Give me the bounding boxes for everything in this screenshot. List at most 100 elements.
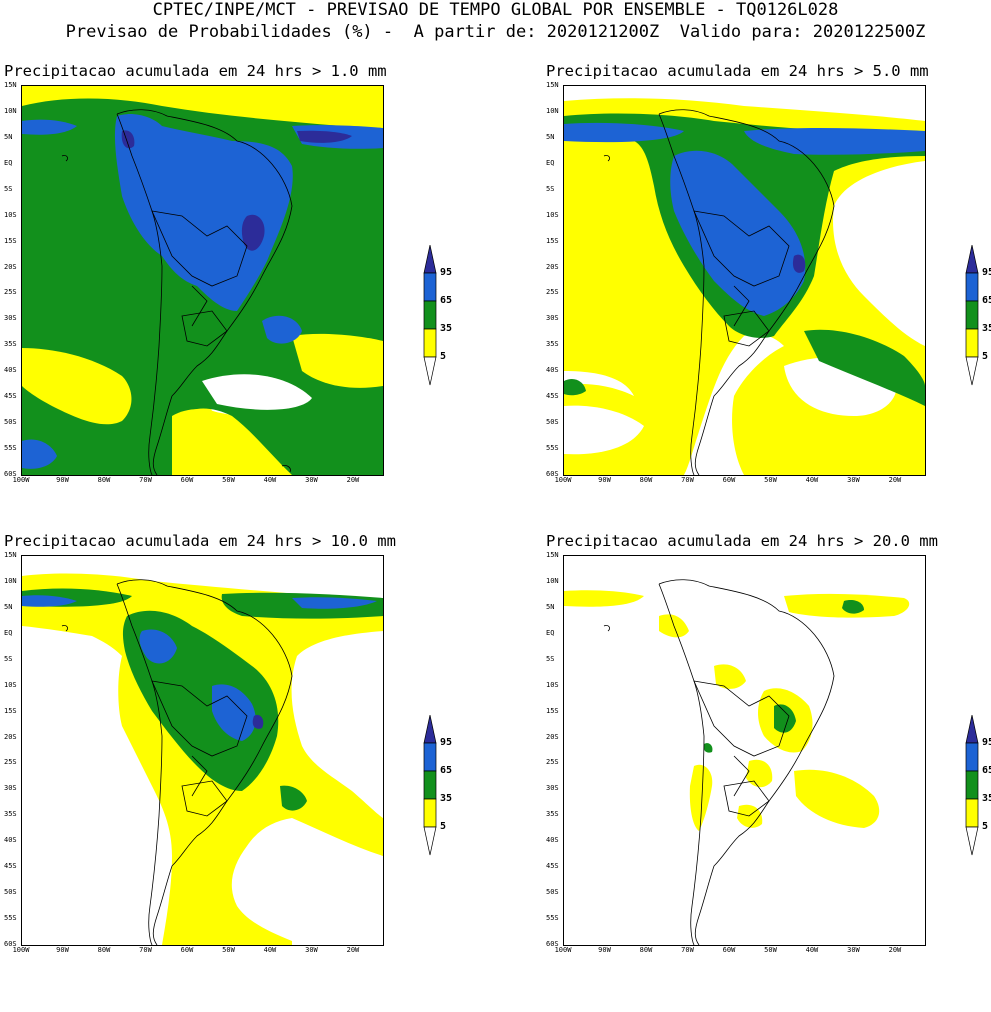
legend-swatch-mid bbox=[423, 770, 437, 800]
lon-tick-label: 60W bbox=[180, 946, 194, 954]
lat-tick-label: 50S bbox=[546, 888, 559, 897]
lat-tick-label: 10S bbox=[546, 210, 559, 219]
legend-swatch-mid bbox=[965, 300, 979, 330]
lon-tick-label: 30W bbox=[847, 946, 860, 954]
lat-tick-label: 5S bbox=[546, 184, 555, 193]
probability-fields bbox=[564, 86, 925, 475]
map-panel-10mm: Precipitacao acumulada em 24 hrs > 10.0 … bbox=[4, 532, 474, 1012]
lat-tick-label: 15S bbox=[546, 236, 559, 245]
legend-triangle-bottom bbox=[965, 826, 979, 856]
legend-label: 35 bbox=[982, 793, 991, 804]
lat-tick-label: 10N bbox=[4, 576, 17, 585]
legend-label: 5 bbox=[440, 351, 447, 362]
map-graphic bbox=[564, 556, 925, 945]
coastlines bbox=[603, 109, 835, 475]
lon-tick-label: 80W bbox=[639, 946, 653, 954]
lat-tick-label: 50S bbox=[4, 888, 17, 897]
lon-tick-label: 100W bbox=[554, 946, 572, 954]
legend-swatch-low bbox=[965, 798, 979, 828]
lat-tick-label: 5N bbox=[4, 132, 13, 141]
lon-tick-label: 50W bbox=[764, 476, 777, 484]
lat-tick-label: EQ bbox=[4, 628, 13, 637]
lon-tick-label: 60W bbox=[722, 476, 736, 484]
lat-tick-label: EQ bbox=[546, 158, 555, 167]
lat-tick-label: 5N bbox=[546, 132, 555, 141]
legend-label: 95 bbox=[982, 267, 991, 278]
lat-tick-label: 20S bbox=[546, 262, 559, 271]
legend-label: 35 bbox=[982, 323, 991, 334]
lat-tick-label: 25S bbox=[546, 758, 559, 767]
map-graphic bbox=[564, 86, 925, 475]
lon-tick-label: 40W bbox=[805, 476, 819, 484]
lon-tick-label: 80W bbox=[639, 476, 653, 484]
legend-label: 65 bbox=[982, 295, 991, 306]
lat-tick-label: 15N bbox=[546, 551, 559, 559]
legend-swatch-high bbox=[965, 272, 979, 302]
legend-label: 95 bbox=[440, 267, 453, 278]
lat-tick-label: 10S bbox=[546, 680, 559, 689]
lon-tick-label: 90W bbox=[598, 946, 611, 954]
map-panel-20mm: Precipitacao acumulada em 24 hrs > 20.0 … bbox=[546, 532, 991, 1012]
lat-tick-label: 45S bbox=[4, 392, 17, 401]
lat-tick-label: 60S bbox=[4, 470, 17, 478]
legend-swatch-high bbox=[423, 272, 437, 302]
legend-triangle-bottom bbox=[965, 356, 979, 386]
legend-colorbar bbox=[965, 245, 979, 386]
lat-tick-label: 35S bbox=[4, 340, 17, 349]
lon-tick-label: 80W bbox=[97, 476, 111, 484]
lon-tick-label: 70W bbox=[139, 946, 152, 954]
coastlines bbox=[61, 109, 293, 475]
lat-tick-label: 45S bbox=[546, 862, 559, 871]
legend-colorbar bbox=[423, 715, 437, 856]
lat-tick-label: 25S bbox=[4, 288, 17, 297]
lon-tick-label: 20W bbox=[346, 476, 360, 484]
map-graphic bbox=[22, 556, 383, 945]
lon-tick-label: 70W bbox=[681, 476, 694, 484]
legend-label: 5 bbox=[982, 821, 989, 832]
legend-triangle-top bbox=[965, 715, 979, 744]
legend: 95 65 35 5 bbox=[421, 715, 471, 865]
probability-fields bbox=[22, 86, 383, 475]
lon-tick-label: 90W bbox=[598, 476, 611, 484]
lat-tick-label: EQ bbox=[546, 628, 555, 637]
legend-label: 65 bbox=[440, 295, 453, 306]
lon-tick-label: 90W bbox=[56, 946, 69, 954]
legend-label: 35 bbox=[440, 793, 453, 804]
lon-tick-label: 50W bbox=[222, 946, 235, 954]
lat-tick-label: 60S bbox=[546, 940, 559, 948]
legend-swatch-low bbox=[423, 798, 437, 828]
lon-tick-label: 100W bbox=[554, 476, 572, 484]
legend: 95 65 35 5 bbox=[421, 245, 471, 395]
legend: 95 65 35 5 bbox=[963, 715, 991, 865]
figure-title: CPTEC/INPE/MCT - PREVISAO DE TEMPO GLOBA… bbox=[152, 0, 839, 20]
lon-tick-label: 30W bbox=[305, 946, 318, 954]
panel-title: Precipitacao acumulada em 24 hrs > 5.0 m… bbox=[546, 62, 929, 80]
legend-swatch-high bbox=[965, 742, 979, 772]
lat-tick-label: 5N bbox=[4, 602, 13, 611]
lat-tick-label: 40S bbox=[4, 836, 17, 845]
lat-tick-label: 45S bbox=[546, 392, 559, 401]
lat-tick-label: 15N bbox=[546, 81, 559, 89]
lat-tick-label: 50S bbox=[4, 418, 17, 427]
legend-triangle-bottom bbox=[423, 826, 437, 856]
legend-label: 95 bbox=[440, 737, 453, 748]
lat-tick-label: 10N bbox=[546, 106, 559, 115]
legend-swatch-mid bbox=[965, 770, 979, 800]
lat-tick-label: 50S bbox=[546, 418, 559, 427]
lat-tick-label: 35S bbox=[546, 340, 559, 349]
lon-tick-label: 30W bbox=[305, 476, 318, 484]
probability-fields bbox=[22, 556, 383, 945]
lat-tick-label: 55S bbox=[4, 914, 17, 923]
lon-tick-label: 50W bbox=[764, 946, 777, 954]
lat-tick-label: 30S bbox=[546, 784, 559, 793]
legend: 95 65 35 5 bbox=[963, 245, 991, 395]
legend-label: 65 bbox=[440, 765, 453, 776]
lat-tick-label: 5N bbox=[546, 602, 555, 611]
lon-tick-label: 40W bbox=[263, 476, 277, 484]
lat-tick-label: 30S bbox=[546, 314, 559, 323]
lat-tick-label: 40S bbox=[4, 366, 17, 375]
legend-label: 5 bbox=[982, 351, 989, 362]
figure-subtitle: Previsao de Probabilidades (%) - A parti… bbox=[65, 22, 926, 42]
lat-tick-label: 15N bbox=[4, 551, 17, 559]
lat-tick-label: 40S bbox=[546, 366, 559, 375]
